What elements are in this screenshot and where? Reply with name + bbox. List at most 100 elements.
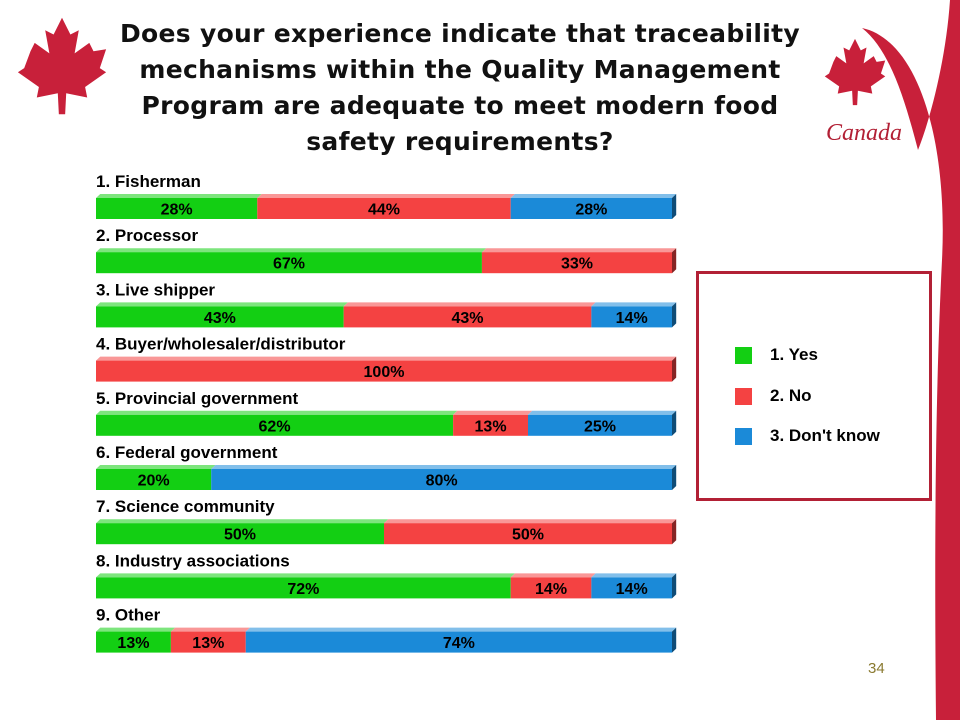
bar-segment <box>96 306 344 328</box>
bar-segment-top <box>96 356 677 361</box>
bar-segment-top <box>96 248 487 253</box>
legend-swatch-yes <box>735 346 752 364</box>
bar-side <box>672 573 677 599</box>
bar-segment-top <box>257 194 515 198</box>
legend-label-no: 2. No <box>770 386 812 405</box>
data-label: 44% <box>368 202 400 219</box>
bar-segment <box>384 523 672 545</box>
legend-swatch-no <box>735 387 752 405</box>
data-label: 80% <box>426 473 458 490</box>
bar-segment-top <box>481 248 677 253</box>
category-label: 7. Science community <box>96 497 275 516</box>
bar-segment-top <box>510 194 677 198</box>
bar-segment-top <box>591 573 677 578</box>
data-label: 13% <box>117 635 149 652</box>
maple-leaf-icon <box>824 38 886 106</box>
data-label: 14% <box>616 310 648 327</box>
data-label: 74% <box>443 635 475 652</box>
data-label: 50% <box>512 527 544 544</box>
bar-segment-top <box>591 302 677 307</box>
legend-item-dont-know: 3. Don't know <box>735 426 880 446</box>
bar-segment <box>211 469 672 490</box>
bar-segment <box>510 198 672 219</box>
bar-side <box>672 519 677 545</box>
bar-segment-top <box>96 519 389 524</box>
chart-legend: 1. Yes 2. No 3. Don't know <box>696 271 932 501</box>
bar-segment-top <box>453 410 533 415</box>
bar-segment <box>96 414 454 436</box>
data-label: 33% <box>561 256 593 273</box>
category-label: 9. Other <box>96 606 161 625</box>
data-label: 67% <box>273 256 305 273</box>
bar-segment <box>96 577 511 599</box>
bar-segment-top <box>96 627 176 632</box>
data-label: 62% <box>259 418 291 435</box>
data-label: 100% <box>364 364 405 381</box>
bar-segment-top <box>343 302 596 307</box>
category-label: 2. Processor <box>96 226 198 245</box>
bar-segment <box>170 631 246 653</box>
bar-segment-top <box>96 465 216 469</box>
bar-segment-top <box>96 194 262 198</box>
data-label: 43% <box>452 310 484 327</box>
bar-side <box>672 194 677 219</box>
page-number: 34 <box>868 660 885 677</box>
legend-label-dont-know: 3. Don't know <box>770 426 880 445</box>
bar-segment <box>481 252 672 274</box>
bar-segment-top <box>245 627 677 632</box>
category-label: 8. Industry associations <box>96 551 290 570</box>
bar-segment-top <box>170 627 250 632</box>
category-label: 1. Fisherman <box>96 172 201 191</box>
data-label: 14% <box>535 581 567 598</box>
bar-segment <box>96 198 258 219</box>
bar-side <box>672 356 677 382</box>
bar-segment <box>510 577 592 599</box>
category-label: 5. Provincial government <box>96 389 299 408</box>
bar-segment <box>453 414 528 436</box>
legend-label-yes: 1. Yes <box>770 345 818 364</box>
data-label: 50% <box>224 527 256 544</box>
bar-segment-top <box>96 302 348 307</box>
bar-segment-top <box>96 573 515 578</box>
bar-segment-top <box>384 519 677 524</box>
legend-item-yes: 1. Yes <box>735 345 818 365</box>
category-label: 4. Buyer/wholesaler/distributor <box>96 335 346 354</box>
slide-title: Does your experience indicate that trace… <box>120 19 800 156</box>
bar-side <box>672 248 677 274</box>
legend-item-no: 2. No <box>735 386 812 406</box>
data-label: 43% <box>204 310 236 327</box>
bar-segment-top <box>211 465 677 469</box>
bar-segment <box>96 252 482 274</box>
bar-side <box>672 410 677 436</box>
data-label: 13% <box>192 635 224 652</box>
data-label: 13% <box>475 418 507 435</box>
data-label: 28% <box>161 202 193 219</box>
bar-segment <box>591 306 672 328</box>
data-label: 28% <box>575 202 607 219</box>
bar-segment <box>245 631 672 653</box>
bar-segment <box>96 469 212 490</box>
bar-segment <box>96 523 384 545</box>
data-label: 25% <box>584 418 616 435</box>
canada-wordmark: Canada <box>826 120 903 146</box>
legend-swatch-dont-know <box>735 427 752 445</box>
bar-segment <box>257 198 511 219</box>
category-label: 3. Live shipper <box>96 280 215 299</box>
bar-segment-top <box>96 410 458 415</box>
bar-segment <box>96 631 171 653</box>
bar-side <box>672 465 677 490</box>
bar-segment <box>528 414 672 436</box>
bar-segment <box>96 360 672 382</box>
bar-segment <box>343 306 592 328</box>
category-label: 6. Federal government <box>96 443 278 462</box>
bar-side <box>672 302 677 328</box>
red-swoosh <box>862 0 960 720</box>
data-label: 72% <box>287 581 319 598</box>
bar-segment <box>591 577 672 599</box>
maple-leaf-icon <box>17 17 107 115</box>
bar-side <box>672 627 677 653</box>
data-label: 14% <box>616 581 648 598</box>
bar-segment-top <box>510 573 596 578</box>
